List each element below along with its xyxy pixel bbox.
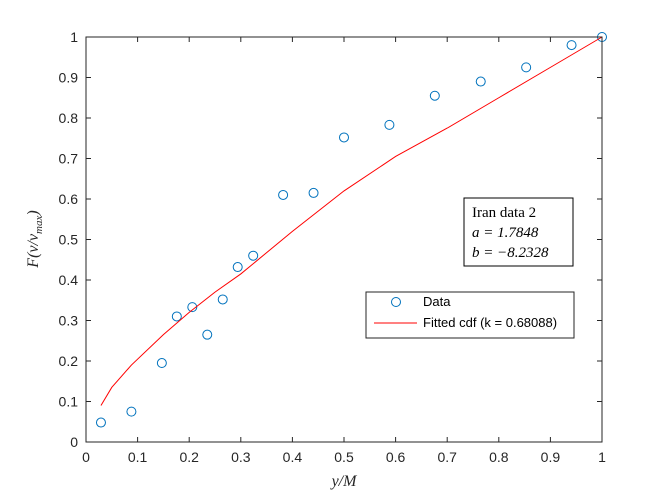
data-point xyxy=(217,294,228,305)
x-tick-label: 0 xyxy=(82,449,90,465)
y-tick-label: 0.3 xyxy=(59,313,79,329)
y-tick-label: 0.4 xyxy=(59,272,79,288)
y-tick-label: 0.7 xyxy=(59,151,79,167)
x-tick-label: 0.6 xyxy=(386,449,406,465)
data-point xyxy=(566,40,577,51)
x-tick-label: 0.2 xyxy=(179,449,199,465)
data-point xyxy=(95,417,106,428)
data-point xyxy=(171,311,182,322)
data-point xyxy=(202,329,213,340)
legend: Data Fitted cdf (k = 0.68088) xyxy=(365,291,575,339)
annotation-line-1: Iran data 2 xyxy=(472,205,536,221)
y-tick-label: 0.5 xyxy=(59,232,79,248)
x-tick-label: 0.4 xyxy=(283,449,303,465)
data-point xyxy=(248,250,259,261)
data-point xyxy=(232,262,243,273)
legend-box xyxy=(365,291,575,339)
data-point xyxy=(156,358,167,369)
annotation-line-2: a = 1.7848 xyxy=(472,225,539,241)
data-point xyxy=(339,132,349,143)
x-tick-label: 0.1 xyxy=(128,449,148,465)
legend-label-data: Data xyxy=(423,294,451,309)
data-point xyxy=(308,187,319,198)
data-point xyxy=(429,90,440,101)
legend-marker-data xyxy=(391,297,401,307)
x-tick-label: 0.5 xyxy=(334,449,354,465)
data-point xyxy=(384,119,395,130)
annotation-box: Iran data 2 a = 1.7848 b = −8.2328 xyxy=(463,197,574,267)
y-tick-label: 0.1 xyxy=(59,394,79,410)
plot-frame xyxy=(85,36,603,443)
x-axis: 0 0.1 0.2 0.3 0.4 0.5 0.6 0.7 0.8 0.9 1 xyxy=(82,37,606,465)
annotation-line-3: b = −8.2328 xyxy=(472,245,549,261)
x-tick-label: 0.7 xyxy=(437,449,457,465)
series-layer xyxy=(95,32,607,428)
y-tick-label: 0.9 xyxy=(59,70,79,86)
data-point xyxy=(521,62,532,73)
y-axis: 0 0.1 0.2 0.3 0.4 0.5 0.6 0.7 0.8 0.9 1 xyxy=(59,29,602,450)
x-tick-label: 0.8 xyxy=(489,449,509,465)
y-tick-label: 0.8 xyxy=(59,110,79,126)
x-tick-label: 0.3 xyxy=(231,449,251,465)
fitted-cdf-line xyxy=(100,36,603,406)
data-point xyxy=(475,76,486,87)
legend-label-fitted: Fitted cdf (k = 0.68088) xyxy=(423,315,557,330)
x-axis-label: y/M xyxy=(330,473,359,490)
y-tick-label: 0 xyxy=(70,434,78,450)
data-point xyxy=(126,406,137,417)
x-tick-label: 1 xyxy=(598,449,606,465)
y-tick-label: 0.6 xyxy=(59,191,79,207)
y-axis-label: F(ν/νmax) xyxy=(25,210,45,268)
data-point xyxy=(278,189,289,200)
data-point xyxy=(187,302,198,313)
y-tick-label: 0.2 xyxy=(59,353,79,369)
y-tick-label: 1 xyxy=(70,29,78,45)
x-tick-label: 0.9 xyxy=(541,449,561,465)
